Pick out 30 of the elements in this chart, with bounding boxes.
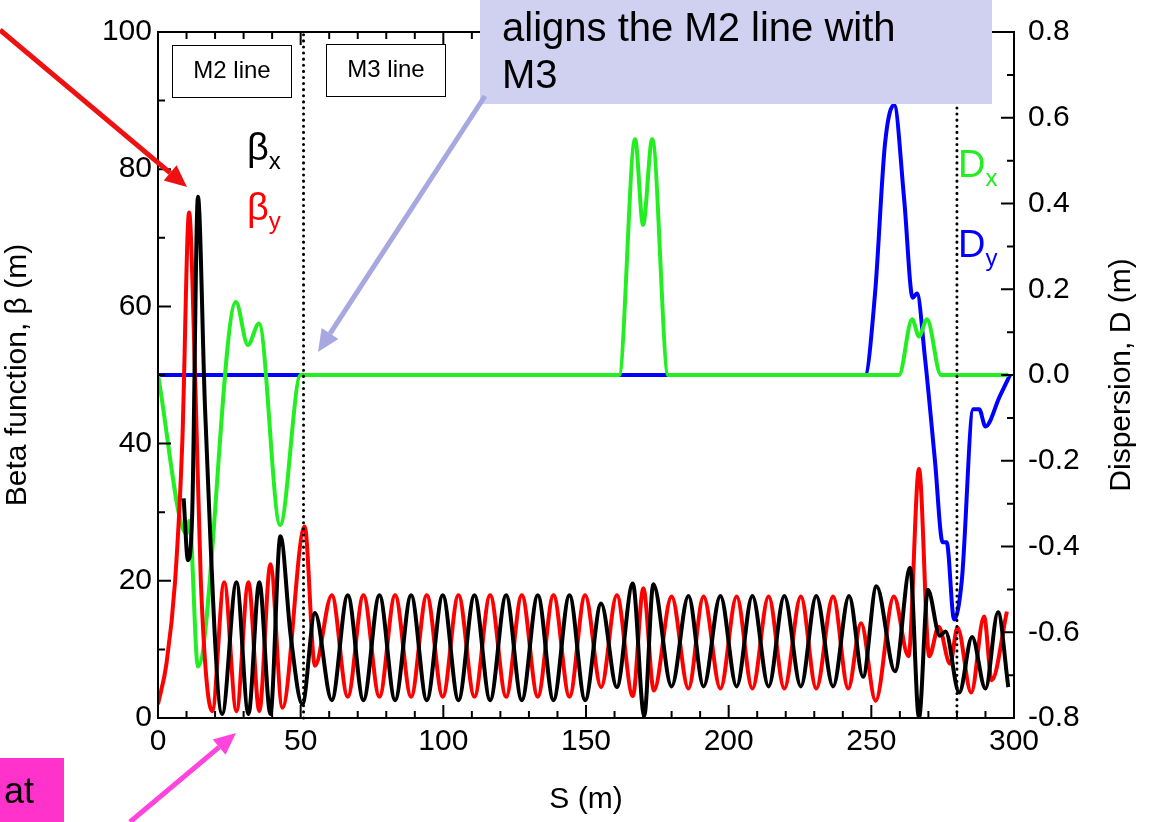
y2-tick-label: 0.6 [1028, 99, 1070, 133]
x-tick-label: 100 [418, 723, 469, 757]
y2-tick-label: -0.2 [1028, 442, 1080, 476]
y-tick-label: 100 [101, 13, 152, 47]
y-tick-label: 60 [118, 287, 152, 321]
x-axis-title: S (m) [549, 781, 623, 815]
y-tick-label: 80 [118, 150, 152, 184]
annotation: M2 line [192, 56, 272, 85]
y2-tick-label: -0.6 [1028, 613, 1080, 647]
y-tick-label: 20 [118, 562, 152, 596]
series-label: β$_{x}$ [247, 126, 281, 174]
x-tick-label: 200 [703, 723, 754, 757]
text: D$_{x}$ [958, 143, 998, 191]
x-tick-label: 50 [283, 723, 318, 757]
y2-tick-label: 0.0 [1028, 356, 1070, 390]
x-tick-label: 250 [846, 723, 897, 757]
y-tick-label: 40 [118, 424, 152, 458]
y-tick-label: 0 [135, 699, 152, 733]
series-label: D$_{y}$ [958, 223, 998, 271]
annotation: M3 line [346, 55, 426, 84]
y2-tick-label: 0.4 [1028, 184, 1070, 218]
x-tick-label: 150 [560, 723, 612, 757]
series-label: β$_{y}$ [247, 186, 281, 234]
y2-tick-label: -0.4 [1028, 527, 1080, 561]
y2-tick-label: 0.2 [1028, 270, 1070, 304]
y2-axis-title: Dispersion, D (m) [1103, 258, 1137, 492]
y-axis-title: Beta function, β (m) [0, 243, 33, 507]
y2-tick-label: 0.8 [1028, 13, 1070, 47]
text: at [4, 770, 35, 813]
annotation: aligns the M2 line with M3 [502, 4, 897, 99]
